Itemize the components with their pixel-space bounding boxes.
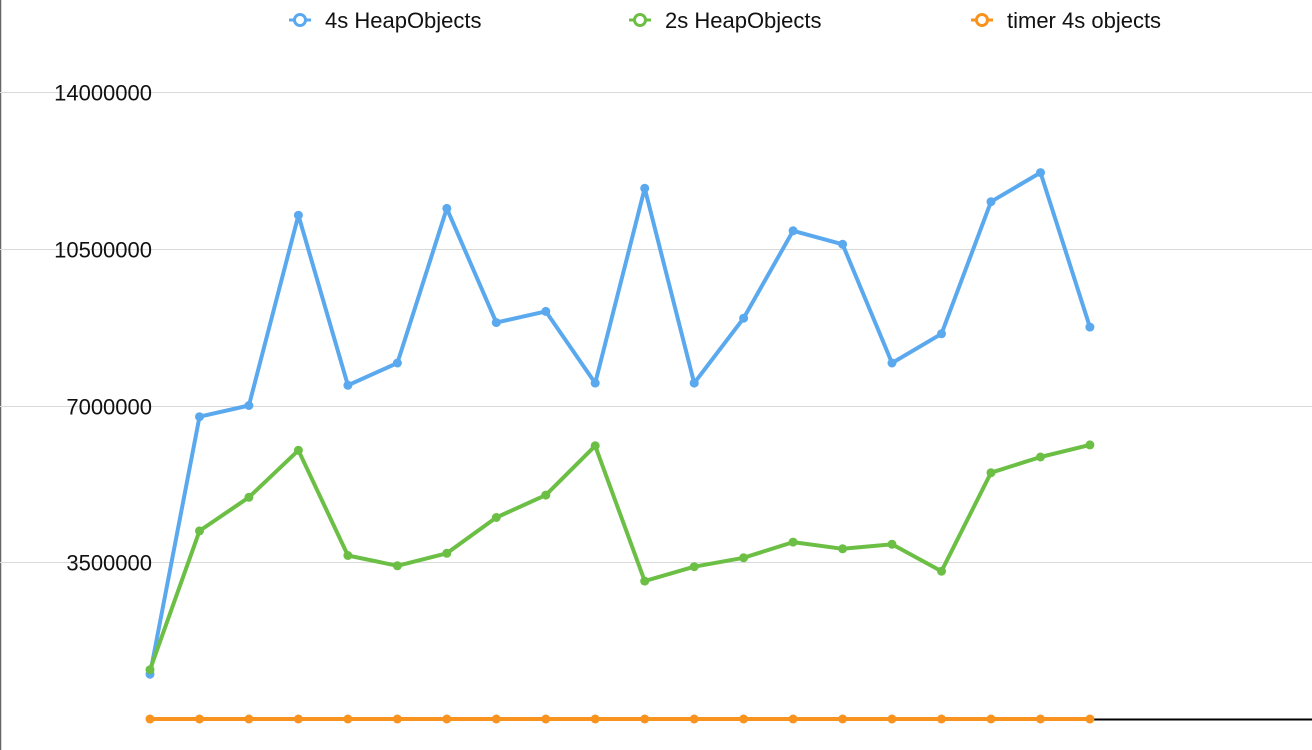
data-point xyxy=(838,544,848,554)
legend-swatch-marker xyxy=(975,13,989,27)
legend-swatch-marker xyxy=(633,13,647,27)
data-point xyxy=(937,714,946,724)
data-point xyxy=(590,441,600,451)
data-point xyxy=(392,714,402,724)
data-point xyxy=(244,492,254,502)
data-point xyxy=(442,714,452,724)
series-timer-4s-objects xyxy=(145,714,1095,724)
series-lines xyxy=(145,168,1095,724)
data-point xyxy=(293,210,303,220)
data-point xyxy=(838,239,848,249)
data-point xyxy=(838,714,848,724)
data-point xyxy=(491,513,501,522)
data-point xyxy=(788,537,798,547)
y-tick-label: 3500000 xyxy=(66,551,152,576)
gridlines xyxy=(0,92,1312,563)
data-point xyxy=(392,358,402,368)
data-point xyxy=(442,548,452,558)
data-point xyxy=(640,714,650,724)
data-point xyxy=(195,412,204,422)
data-point xyxy=(491,318,501,328)
data-point xyxy=(1085,322,1095,332)
data-point xyxy=(986,197,996,207)
data-point xyxy=(937,566,946,576)
data-point xyxy=(541,490,551,500)
data-point xyxy=(1036,452,1045,462)
legend-item: 2s HeapObjects xyxy=(629,8,822,33)
data-point xyxy=(640,183,650,193)
series-line xyxy=(148,170,1092,677)
legend-label: timer 4s objects xyxy=(1007,8,1161,33)
data-point xyxy=(689,562,699,572)
data-point xyxy=(244,401,254,410)
data-point xyxy=(293,445,303,455)
data-point xyxy=(392,561,402,571)
data-point xyxy=(689,378,699,388)
y-tick-label: 7000000 xyxy=(66,395,152,420)
data-point xyxy=(195,714,204,724)
data-point xyxy=(937,329,946,339)
legend-label: 2s HeapObjects xyxy=(665,8,822,33)
data-point xyxy=(739,313,749,323)
data-point xyxy=(343,551,353,560)
y-axis-ticks: 3500000 7000000 10500000 14000000 xyxy=(54,81,152,576)
data-point xyxy=(887,358,897,368)
legend-swatch-marker xyxy=(293,13,307,27)
data-point xyxy=(739,553,749,563)
data-point xyxy=(541,714,551,724)
data-point xyxy=(739,714,749,724)
data-point xyxy=(640,576,650,586)
data-point xyxy=(689,714,699,724)
data-point xyxy=(293,714,303,724)
y-tick-label: 14000000 xyxy=(54,81,152,106)
legend-item: timer 4s objects xyxy=(971,8,1161,33)
data-point xyxy=(244,714,254,724)
data-point xyxy=(442,203,452,213)
series-4s-heapobjects xyxy=(145,168,1095,679)
data-point xyxy=(1036,714,1045,724)
data-point xyxy=(1036,168,1045,178)
legend-item: 4s HeapObjects xyxy=(289,8,482,33)
data-point xyxy=(343,380,353,390)
data-point xyxy=(590,714,600,724)
y-tick-label: 10500000 xyxy=(54,238,152,263)
data-point xyxy=(1085,440,1095,450)
data-point xyxy=(986,714,996,724)
data-point xyxy=(590,378,600,388)
data-point xyxy=(887,714,897,724)
data-point xyxy=(1085,714,1095,724)
data-point xyxy=(788,714,798,724)
data-point xyxy=(195,526,204,536)
series-2s-heapobjects xyxy=(145,440,1095,675)
data-point xyxy=(145,714,155,724)
data-point xyxy=(788,226,798,236)
data-point xyxy=(541,306,551,316)
data-point xyxy=(491,714,501,724)
data-point xyxy=(986,468,996,478)
series-line xyxy=(148,442,1092,672)
legend: 4s HeapObjects 2s HeapObjects timer 4s obj… xyxy=(289,8,1161,33)
legend-label: 4s HeapObjects xyxy=(325,8,482,33)
data-point xyxy=(343,714,353,724)
data-point xyxy=(145,665,155,675)
data-point xyxy=(887,539,897,549)
